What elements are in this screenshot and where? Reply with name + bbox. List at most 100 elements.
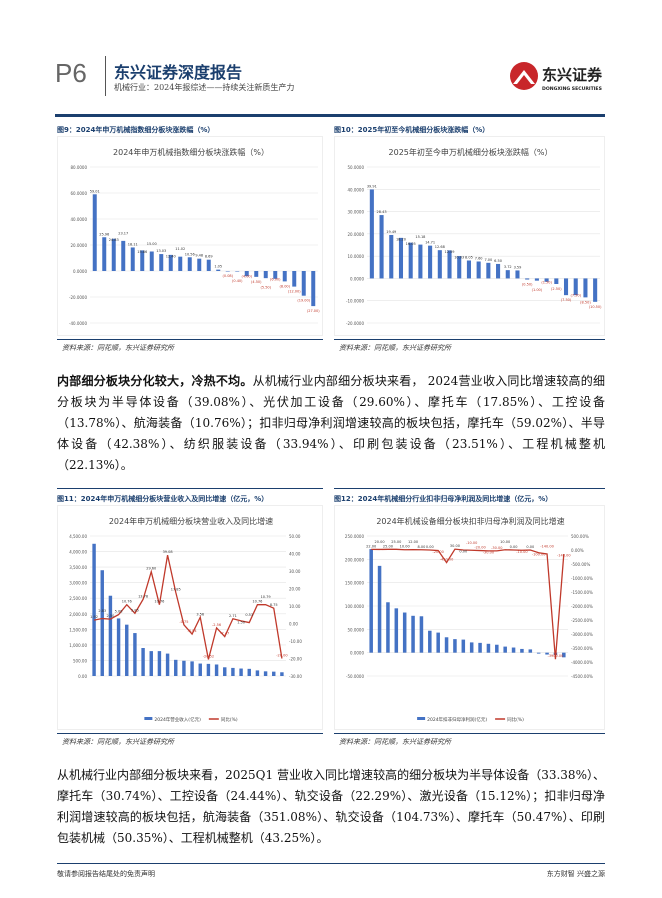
company-logo: 东兴证券 DONGXING SECURITIES [508, 60, 603, 96]
y-tick-label: -40.0000 [69, 321, 87, 326]
bar [486, 643, 491, 653]
bar [206, 663, 211, 676]
y-tick-label: 0.00 [78, 674, 87, 679]
figure-9: 图9：2024年申万机械指数细分板块涨跌幅（%） 2024年申万机械指数细分板块… [57, 124, 323, 353]
bar [165, 653, 170, 676]
y2-tick-label: 20.00 [289, 587, 301, 592]
data-label: (6.00) [270, 277, 281, 281]
y2-tick-label: -1500.00% [571, 590, 593, 595]
line-data-label: 1.92 [90, 615, 98, 619]
bar [394, 608, 399, 653]
line-data-label: -148.00 [557, 554, 571, 558]
line-data-label: -450.00 [440, 558, 454, 562]
y2-tick-label: 10.00 [289, 604, 301, 609]
line-data-label: -2.56 [212, 623, 221, 627]
bar [272, 671, 276, 676]
data-label: (7.50) [570, 294, 581, 298]
data-label: (2.50) [551, 287, 562, 291]
bar [190, 661, 194, 676]
bar [102, 237, 107, 271]
data-label: 6.50 [494, 259, 502, 263]
report-title: 东兴证券深度报告 [114, 63, 243, 82]
line-data-label: -30.00 [491, 546, 502, 550]
y-tick-label: 0.0000 [350, 276, 364, 281]
line-data-label: 30.00 [450, 544, 460, 548]
bar [197, 258, 202, 271]
chart-title: 2024年申万机械指数细分板块涨跌幅（%） [113, 147, 269, 157]
data-label: 8.05 [465, 255, 473, 259]
bar [157, 651, 162, 676]
y-tick-label: 500.00 [73, 658, 87, 663]
bar [239, 668, 243, 676]
bar [520, 648, 524, 653]
y2-tick-label: -1000.00% [571, 576, 593, 581]
paragraph-1: 内部细分板块分化较大，冷热不均。从机械行业内部细分板块来看， 2024营业收入同… [57, 371, 605, 476]
line-data-label: 20.00 [375, 540, 385, 544]
line-data-label: -0.75 [179, 620, 188, 624]
bar [121, 240, 126, 271]
figure-11-source: 资料来源：同花顺，东兴证券研究所 [62, 738, 174, 746]
line-data-label: -20.52 [203, 654, 214, 658]
data-label: (19.00) [297, 299, 310, 303]
line-data-label: 3.56 [196, 612, 204, 616]
figure-row-1: 图9：2024年申万机械指数细分板块涨跌幅（%） 2024年申万机械指数细分板块… [57, 124, 605, 353]
data-label: 14.71 [425, 241, 435, 245]
data-label: 7.00 [484, 258, 492, 262]
data-label: (1.50) [541, 280, 552, 284]
y2-tick-label: 500.00% [571, 534, 589, 539]
bar [244, 271, 249, 277]
y-tick-label: 60.0000 [70, 191, 87, 196]
bar [554, 278, 559, 284]
data-label: 8.69 [205, 255, 213, 259]
bar [476, 261, 481, 279]
figure-12: 图12：2024年机械细分行业扣非归母净利润及同比增速（亿元，%） 2024年机… [334, 488, 605, 747]
figure-11-label: 图11：2024年申万机械细分板块营业收入及同比增速（亿元，%） [57, 495, 269, 503]
bar [247, 668, 251, 676]
figure-12-source: 资料来源：同花顺，东兴证券研究所 [339, 738, 451, 746]
bar [486, 262, 491, 279]
data-label: 3.59 [514, 265, 522, 269]
data-label: (0.08) [222, 274, 233, 278]
bar [149, 251, 154, 271]
y2-tick-label: -2500.00% [571, 618, 593, 623]
bar [369, 189, 374, 279]
y-tick-label: 40.0000 [70, 217, 87, 222]
y-tick-label: 50.0000 [347, 627, 364, 632]
bar [418, 244, 423, 279]
source-divider [334, 339, 605, 340]
data-label: (0.50) [522, 283, 533, 287]
y-tick-label: -10.0000 [346, 299, 364, 304]
y-tick-label: 20.0000 [70, 243, 87, 248]
line-data-label: -6.04 [188, 629, 198, 633]
data-label: 10.56 [185, 252, 195, 256]
line-data-label: -7.47 [220, 632, 229, 636]
bar [515, 270, 520, 279]
bar [225, 271, 230, 272]
bar [389, 234, 394, 279]
data-label: (4.50) [251, 280, 262, 284]
line-data-label: 2.71 [229, 614, 237, 618]
figure-10-label: 图10：2025年初至今机械细分板块涨跌幅（%） [334, 126, 490, 134]
line-data-label: 0.00 [510, 545, 518, 549]
y2-tick-label: -4000.00% [571, 660, 593, 665]
line-data-label: 25.00 [391, 540, 401, 544]
line-data-label: -20.00 [474, 546, 485, 550]
y-tick-label: -20.0000 [346, 321, 364, 326]
figure-row-2: 图11：2024年申万机械细分板块营业收入及同比增速（亿元，%） 2024年申万… [57, 488, 605, 747]
data-label: 59.01 [90, 189, 100, 193]
data-label: (4.00) [241, 275, 252, 279]
bar [206, 259, 211, 271]
y-tick-label: 20.0000 [347, 232, 364, 237]
footer: 敬请参阅报告结尾处的免责声明 东方财智 兴盛之源 [57, 863, 605, 879]
line-data-label: -10.00 [516, 550, 527, 554]
data-label: 25.96 [99, 232, 109, 236]
data-label: (5.50) [260, 286, 271, 290]
bar [235, 271, 240, 272]
data-label: 24.83 [109, 238, 119, 242]
chart-figure-9: 2024年申万机械指数细分板块涨跌幅（%） 80.0000 60.0000 40.00… [57, 136, 323, 336]
y-tick-label: 3,000.00 [69, 581, 87, 586]
bar [159, 254, 164, 271]
data-label: 28.43 [377, 210, 387, 214]
bar [125, 624, 129, 676]
